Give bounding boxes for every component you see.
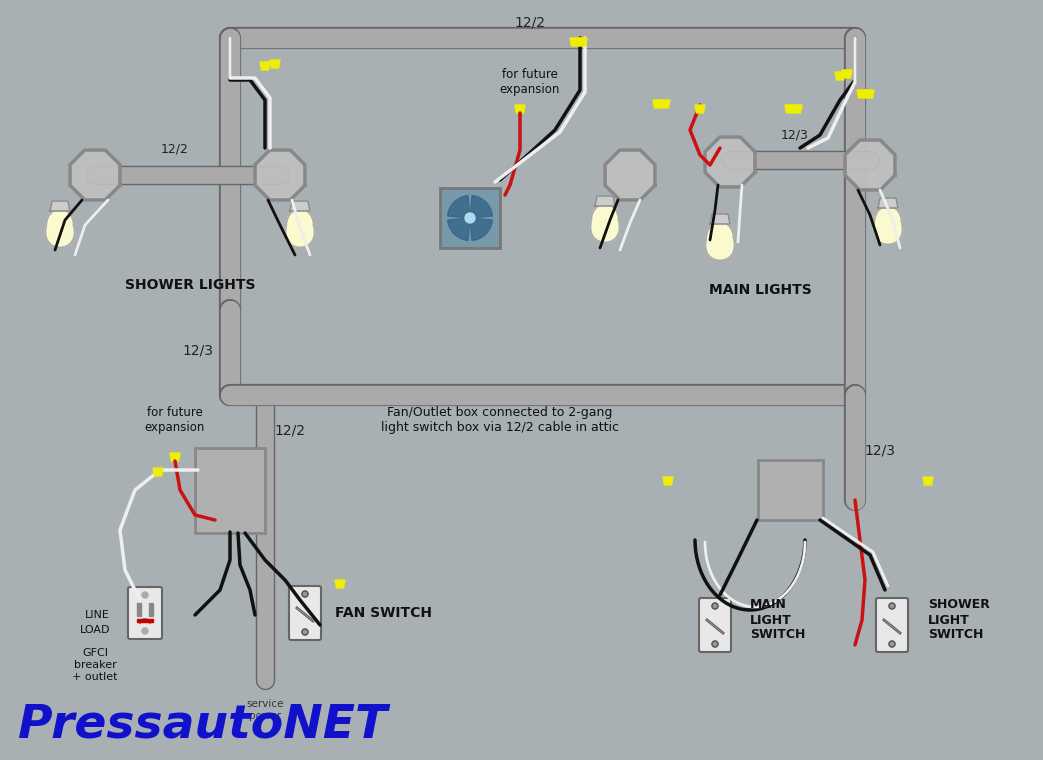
Polygon shape <box>785 105 795 113</box>
Polygon shape <box>864 90 874 98</box>
Text: MAIN
LIGHT
SWITCH: MAIN LIGHT SWITCH <box>750 599 805 641</box>
Polygon shape <box>663 477 673 485</box>
Wedge shape <box>447 218 470 240</box>
Polygon shape <box>170 453 180 461</box>
Wedge shape <box>470 195 492 218</box>
Text: SHOWER
LIGHT
SWITCH: SHOWER LIGHT SWITCH <box>928 599 990 641</box>
Text: 12/3: 12/3 <box>183 343 214 357</box>
Polygon shape <box>260 62 270 70</box>
Circle shape <box>712 603 718 609</box>
Text: MAIN LIGHTS: MAIN LIGHTS <box>708 283 811 297</box>
Polygon shape <box>705 137 755 187</box>
Circle shape <box>302 591 308 597</box>
Wedge shape <box>447 195 470 218</box>
Text: for future
expansion: for future expansion <box>145 406 205 434</box>
Polygon shape <box>845 140 895 190</box>
Polygon shape <box>577 38 587 46</box>
FancyBboxPatch shape <box>876 598 908 652</box>
Polygon shape <box>923 477 933 485</box>
Circle shape <box>302 629 308 635</box>
Text: PressautoNET: PressautoNET <box>18 702 387 748</box>
Circle shape <box>889 603 895 609</box>
Polygon shape <box>46 209 74 248</box>
Polygon shape <box>873 206 902 245</box>
Polygon shape <box>842 70 852 78</box>
Polygon shape <box>857 90 867 98</box>
Polygon shape <box>70 150 120 200</box>
Circle shape <box>712 641 718 647</box>
Polygon shape <box>705 222 734 261</box>
Polygon shape <box>653 100 663 108</box>
Polygon shape <box>515 105 525 113</box>
Polygon shape <box>710 214 730 224</box>
Polygon shape <box>605 150 655 200</box>
Circle shape <box>142 592 148 598</box>
Text: 12/2: 12/2 <box>161 142 189 155</box>
Polygon shape <box>50 201 70 211</box>
Polygon shape <box>137 619 153 622</box>
Polygon shape <box>571 38 580 46</box>
Polygon shape <box>270 60 280 68</box>
Polygon shape <box>153 468 163 476</box>
Circle shape <box>142 628 148 634</box>
FancyBboxPatch shape <box>128 587 162 639</box>
Text: GFCI
breaker
+ outlet: GFCI breaker + outlet <box>72 648 118 682</box>
Bar <box>758 460 823 520</box>
Text: LINE: LINE <box>86 610 110 620</box>
Text: FAN SWITCH: FAN SWITCH <box>335 606 432 620</box>
FancyBboxPatch shape <box>289 586 321 640</box>
Text: 12/3: 12/3 <box>781 128 809 141</box>
Polygon shape <box>286 209 315 248</box>
Polygon shape <box>792 105 802 113</box>
Bar <box>440 188 500 248</box>
Polygon shape <box>660 100 670 108</box>
Text: LOAD: LOAD <box>79 625 110 635</box>
Text: Fan/Outlet box connected to 2-gang
light switch box via 12/2 cable in attic: Fan/Outlet box connected to 2-gang light… <box>381 406 618 434</box>
FancyBboxPatch shape <box>699 598 731 652</box>
Polygon shape <box>149 603 153 616</box>
Circle shape <box>889 641 895 647</box>
Text: 12/3: 12/3 <box>865 443 896 457</box>
Polygon shape <box>835 72 845 80</box>
Text: 12/2: 12/2 <box>274 423 306 437</box>
Polygon shape <box>878 198 898 208</box>
Wedge shape <box>470 218 492 240</box>
Text: SHOWER LIGHTS: SHOWER LIGHTS <box>125 278 256 292</box>
Text: for future
expansion: for future expansion <box>500 68 560 96</box>
Polygon shape <box>695 105 705 113</box>
Polygon shape <box>590 204 620 242</box>
Bar <box>195 448 265 533</box>
Circle shape <box>465 213 475 223</box>
Text: service
power: service power <box>246 699 284 720</box>
Polygon shape <box>595 196 615 206</box>
Polygon shape <box>137 603 141 616</box>
Polygon shape <box>290 201 310 211</box>
Polygon shape <box>335 580 345 588</box>
Polygon shape <box>256 150 305 200</box>
Text: 12/2: 12/2 <box>514 15 545 29</box>
